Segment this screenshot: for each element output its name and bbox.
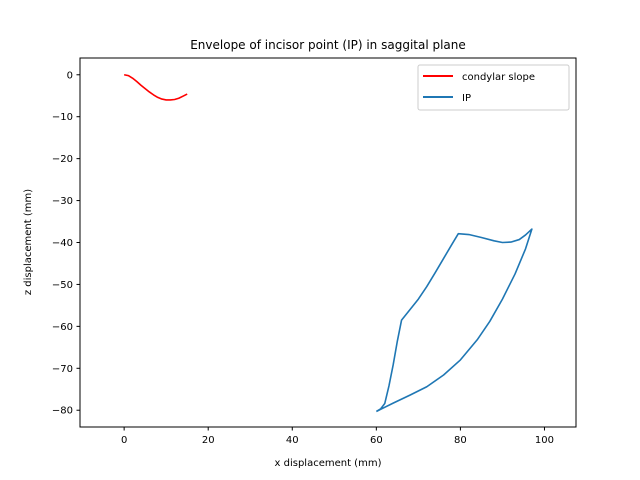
x-tick-label: 80 <box>454 435 467 446</box>
x-tick-label: 20 <box>202 435 215 446</box>
x-tick-label: 0 <box>121 435 127 446</box>
x-axis-label: x displacement (mm) <box>275 458 382 469</box>
x-tick-label: 40 <box>286 435 299 446</box>
y-tick-label: −60 <box>52 322 73 333</box>
series-line-ip <box>375 228 533 413</box>
y-tick-label: −30 <box>52 196 73 207</box>
y-tick-label: 0 <box>67 70 73 81</box>
y-tick-label: −20 <box>52 154 73 165</box>
y-tick-label: −40 <box>52 238 73 249</box>
legend: condylar slope IP <box>417 64 570 111</box>
x-axis: 0 20 40 60 80 100 <box>121 427 554 446</box>
series-layer <box>123 73 533 413</box>
y-tick-label: −80 <box>52 406 73 417</box>
y-tick-label: −70 <box>52 364 73 375</box>
y-axis: 0 −10 −20 −30 −40 −50 −60 −70 −80 <box>52 70 80 417</box>
y-tick-label: −50 <box>52 280 73 291</box>
x-tick-label: 60 <box>370 435 383 446</box>
legend-box <box>417 64 570 111</box>
legend-label-condylar-slope: condylar slope <box>462 72 535 83</box>
series-line-condylar-slope <box>123 73 188 101</box>
x-tick-label: 100 <box>535 435 554 446</box>
y-axis-label: z displacement (mm) <box>23 189 34 295</box>
y-tick-label: −10 <box>52 112 73 123</box>
chart-title: Envelope of incisor point (IP) in saggit… <box>190 38 466 52</box>
legend-label-ip: IP <box>462 93 471 104</box>
